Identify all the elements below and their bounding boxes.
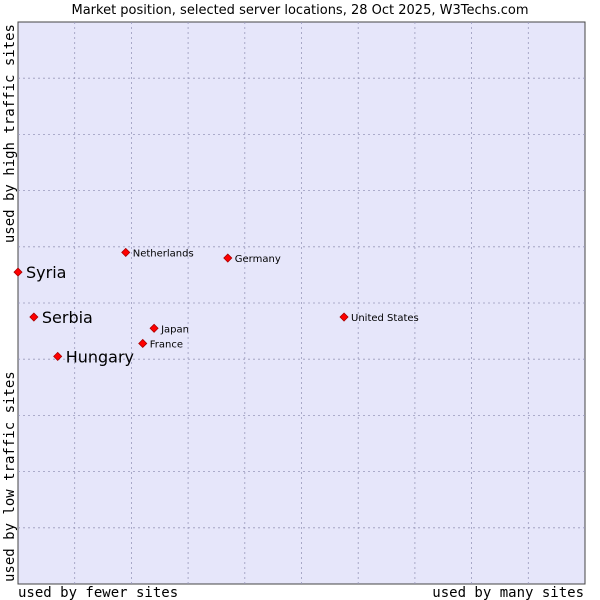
data-points: Syria Serbia Hungary Netherlands Germany Japa… <box>13 247 419 366</box>
point-label-united-states: United States <box>351 313 419 324</box>
point-marker-germany <box>223 253 233 263</box>
grid-lines <box>18 22 585 584</box>
point-marker-united-states <box>339 312 349 322</box>
y-axis-label-high: used by high traffic sites <box>2 24 18 243</box>
x-axis-label-high: used by many sites <box>432 585 584 600</box>
point-marker-japan <box>149 323 159 333</box>
chart-title: Market position, selected server locatio… <box>71 3 528 18</box>
point-label-france: France <box>150 339 183 350</box>
point-label-germany: Germany <box>235 254 281 265</box>
point-label-hungary: Hungary <box>66 347 134 366</box>
point-label-japan: Japan <box>160 324 189 335</box>
x-axis-label-low: used by fewer sites <box>18 585 178 600</box>
point-marker-hungary <box>53 351 63 361</box>
point-marker-serbia <box>29 312 39 322</box>
point-label-syria: Syria <box>26 263 66 282</box>
point-marker-syria <box>13 267 23 277</box>
point-label-serbia: Serbia <box>42 308 93 327</box>
point-label-netherlands: Netherlands <box>133 248 194 259</box>
point-marker-france <box>138 338 148 349</box>
point-marker-netherlands <box>121 247 131 257</box>
y-axis-label-low: used by low traffic sites <box>2 371 18 582</box>
